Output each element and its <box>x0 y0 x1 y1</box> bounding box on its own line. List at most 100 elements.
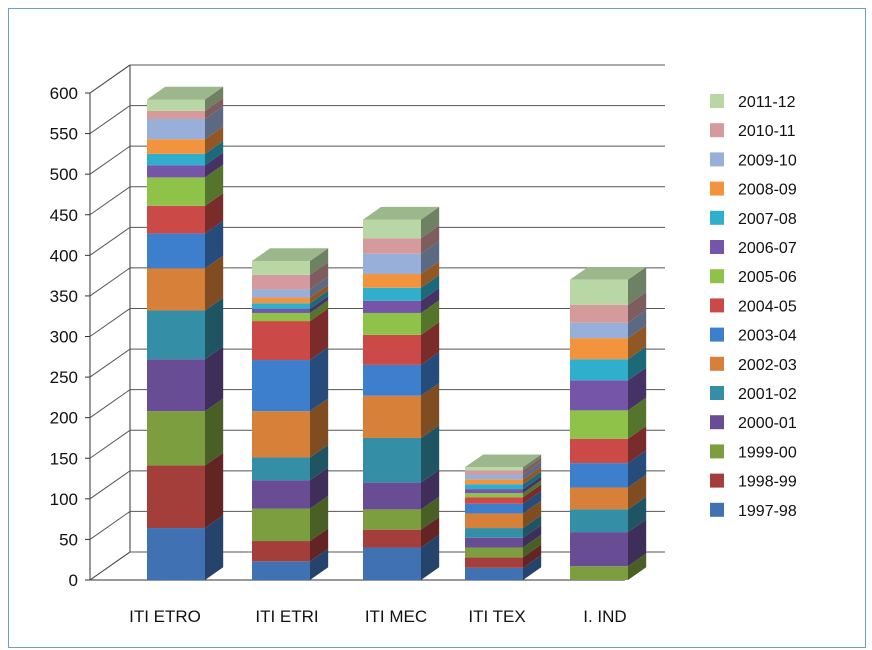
legend-label: 2009-10 <box>738 152 797 169</box>
bar-segment-front <box>465 467 523 471</box>
legend-label: 2004-05 <box>738 298 797 315</box>
bar-segment-side <box>628 346 647 381</box>
x-tick-label: I. IND <box>583 607 626 626</box>
bar-segment-front <box>465 479 523 485</box>
y-tick-label: 600 <box>50 84 78 103</box>
bar-segment-front <box>570 463 628 488</box>
legend-swatch <box>710 386 724 400</box>
bar-segment-side <box>421 240 440 275</box>
bar-segment-side <box>205 164 224 206</box>
bar-top <box>147 86 224 100</box>
bar-segment-side <box>205 98 224 119</box>
bar-segment-front <box>252 508 310 542</box>
y-tick-label: 150 <box>50 449 78 468</box>
bar-stack <box>465 454 542 580</box>
bar-segment-side <box>310 296 329 313</box>
bar-segment-side <box>628 266 647 305</box>
legend-label: 2008-09 <box>738 182 797 199</box>
bar-segment-front <box>363 509 421 530</box>
bar-segment-side <box>421 322 440 365</box>
y-tick-label: 100 <box>50 490 78 509</box>
bar-segment-side <box>310 347 329 412</box>
bar-segment-front <box>570 338 628 360</box>
bar-segment-side <box>523 484 542 504</box>
bar-segment-side <box>523 471 542 490</box>
bar-segment-front <box>363 395 421 438</box>
bar-segment-front <box>363 482 421 510</box>
y-tick-label: 250 <box>50 368 78 387</box>
bar-segment-front <box>252 289 310 298</box>
bar-segment-side <box>310 308 329 361</box>
bar-segment-side <box>421 534 440 580</box>
gridline <box>89 429 665 459</box>
bar-segment-side <box>205 141 224 166</box>
bar-segment-side <box>421 261 440 288</box>
legend-swatch <box>710 502 724 517</box>
legend-label: 1997-98 <box>738 503 797 520</box>
legend-label: 2003-04 <box>738 328 797 345</box>
legend-swatch <box>710 210 724 225</box>
bar-segment-front <box>363 219 421 239</box>
bar-segment-front <box>465 537 523 548</box>
bar-segment-side <box>523 490 542 514</box>
bar-segment-side <box>523 515 542 538</box>
legend-swatch <box>710 327 724 342</box>
bar-segment-side <box>205 398 224 466</box>
legend-swatch <box>710 269 724 284</box>
bar-segment-front <box>147 465 205 529</box>
bar-segment-front <box>570 279 628 305</box>
bar-segment-side <box>523 555 542 580</box>
bar-segment-front <box>570 566 628 580</box>
bar-segment-side <box>310 398 329 458</box>
bar-top <box>570 266 647 280</box>
bar-segment-front <box>147 110 205 119</box>
bar-segment-front <box>147 268 205 311</box>
bar-segment-front <box>252 308 310 313</box>
bar-segment-front <box>363 287 421 301</box>
bar-segment-side <box>523 534 542 558</box>
bar-top <box>363 206 440 220</box>
bar-segment-front <box>147 139 205 154</box>
x-tick-label: ITI MEC <box>365 607 427 626</box>
bar-segment-side <box>310 495 329 542</box>
bar-top <box>465 454 542 468</box>
gridline <box>89 348 665 378</box>
bar-segment-side <box>523 525 542 548</box>
legend-label: 2000-01 <box>738 415 797 432</box>
bar-segment-front <box>363 300 421 313</box>
gridline <box>89 267 665 297</box>
bar-segment-side <box>523 476 542 494</box>
legend-label: 2005-06 <box>738 269 797 286</box>
bar-segment-side <box>421 275 440 301</box>
gridline <box>89 145 665 175</box>
y-tick-label: 200 <box>50 409 78 428</box>
y-tick-label: 0 <box>69 571 78 590</box>
legend-swatch <box>710 444 724 459</box>
bar-segment-front <box>252 274 310 290</box>
bar-segment-side <box>310 528 329 562</box>
bar-segment-side <box>310 548 329 580</box>
bar-segment-side <box>310 284 329 304</box>
bar-segment-front <box>465 528 523 538</box>
legend-label: 2002-03 <box>738 357 797 374</box>
bar-segment-front <box>465 567 523 580</box>
bar-segment-side <box>523 544 542 568</box>
y-tick-label: 400 <box>50 246 78 265</box>
bar-segment-side <box>628 450 647 488</box>
legend-swatch <box>710 152 724 167</box>
bar-segment-side <box>310 262 329 290</box>
bar-segment-front <box>252 561 310 580</box>
bar-segment-front <box>147 205 205 234</box>
legend-label: 1998-99 <box>738 474 797 491</box>
y-tick-label: 550 <box>50 125 78 144</box>
bar-segment-front <box>363 312 421 335</box>
bar-segment-front <box>147 528 205 580</box>
gridline <box>89 186 665 216</box>
gridline <box>89 105 665 134</box>
bar-segment-front <box>147 310 205 360</box>
bar-segment-front <box>465 497 523 504</box>
bar-segment-side <box>205 255 224 311</box>
bar-segment-side <box>628 309 647 339</box>
gridline <box>89 64 665 94</box>
bar-segment-front <box>252 457 310 481</box>
